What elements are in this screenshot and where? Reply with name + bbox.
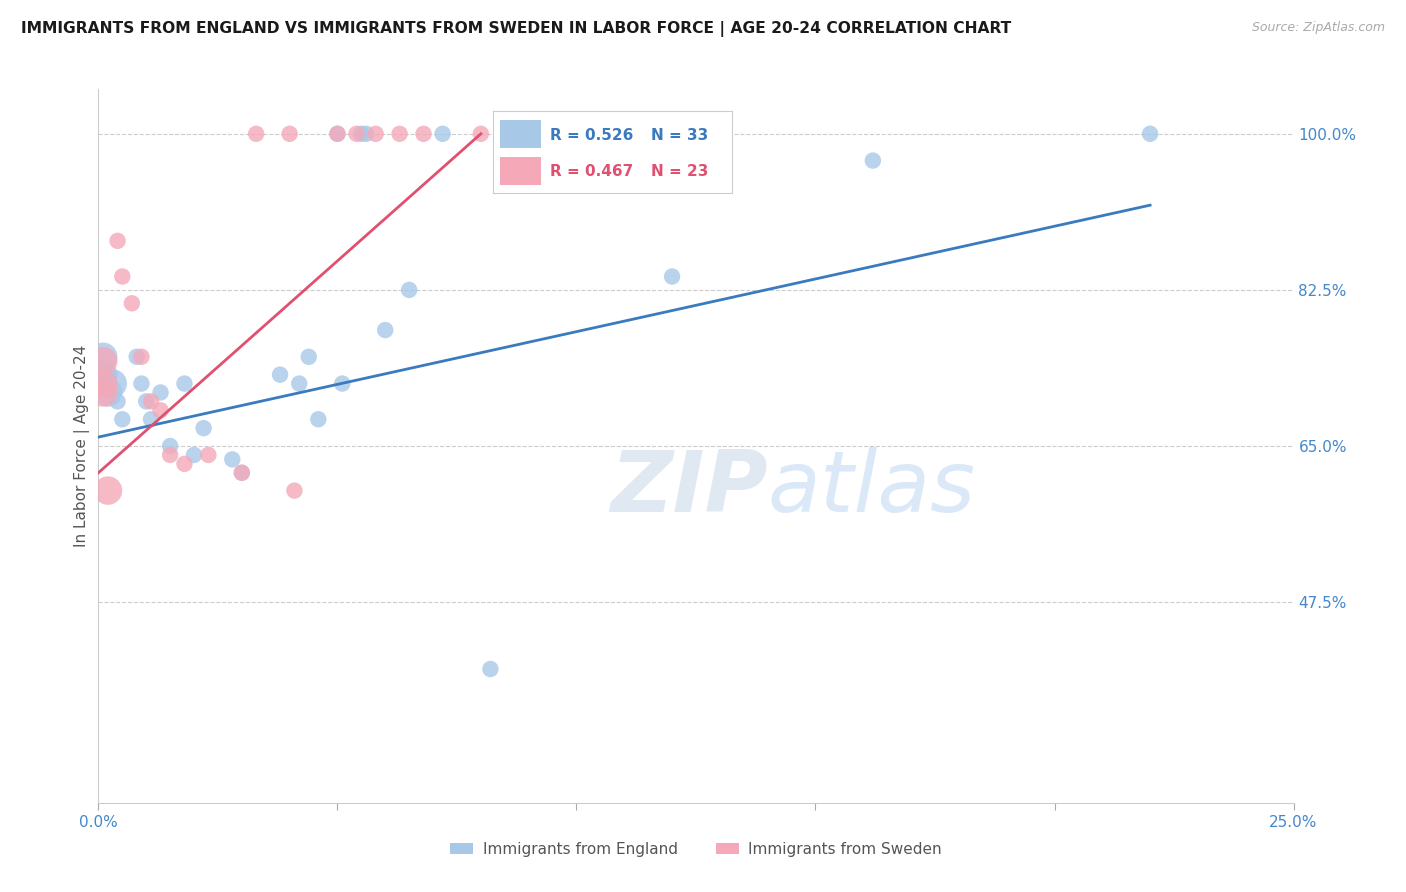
Point <box>107 394 129 409</box>
Point <box>111 269 134 284</box>
Point <box>470 127 492 141</box>
Point <box>97 483 120 498</box>
Point <box>661 269 683 284</box>
Point <box>91 350 114 364</box>
Y-axis label: In Labor Force | Age 20-24: In Labor Force | Age 20-24 <box>75 345 90 547</box>
Point <box>135 394 157 409</box>
Point <box>91 376 114 391</box>
Point <box>245 127 267 141</box>
Point <box>307 412 329 426</box>
Point <box>159 448 181 462</box>
Point <box>326 127 349 141</box>
Point <box>107 234 129 248</box>
Point <box>374 323 396 337</box>
Point <box>91 385 114 400</box>
Point <box>149 403 172 417</box>
Point <box>125 350 148 364</box>
Point <box>139 412 162 426</box>
Point <box>326 127 349 141</box>
Point <box>388 127 411 141</box>
Point <box>283 483 305 498</box>
Point <box>231 466 253 480</box>
Text: atlas: atlas <box>768 447 976 531</box>
Point <box>231 466 253 480</box>
Point <box>173 376 195 391</box>
Point <box>159 439 181 453</box>
Point <box>330 376 353 391</box>
Point <box>101 376 124 391</box>
Text: ZIP: ZIP <box>610 447 768 531</box>
Point <box>278 127 301 141</box>
Legend: Immigrants from England, Immigrants from Sweden: Immigrants from England, Immigrants from… <box>444 836 948 863</box>
Point <box>354 127 377 141</box>
Point <box>121 296 143 310</box>
Point <box>131 350 153 364</box>
Text: IMMIGRANTS FROM ENGLAND VS IMMIGRANTS FROM SWEDEN IN LABOR FORCE | AGE 20-24 COR: IMMIGRANTS FROM ENGLAND VS IMMIGRANTS FR… <box>21 21 1011 37</box>
Point <box>862 153 884 168</box>
Point <box>197 448 219 462</box>
Point <box>269 368 291 382</box>
Point <box>183 448 205 462</box>
Point <box>97 385 120 400</box>
Point <box>288 376 311 391</box>
Text: Source: ZipAtlas.com: Source: ZipAtlas.com <box>1251 21 1385 34</box>
Point <box>91 354 114 368</box>
Point <box>91 376 114 391</box>
Point <box>173 457 195 471</box>
Point <box>149 385 172 400</box>
Point <box>364 127 387 141</box>
Point <box>193 421 215 435</box>
Point <box>221 452 243 467</box>
Point <box>398 283 420 297</box>
Point <box>139 394 162 409</box>
Point <box>298 350 321 364</box>
Point <box>479 662 502 676</box>
Point <box>346 127 368 141</box>
Point <box>432 127 454 141</box>
Point <box>1139 127 1161 141</box>
Point <box>111 412 134 426</box>
Point <box>131 376 153 391</box>
Point <box>350 127 373 141</box>
Point <box>91 368 114 382</box>
Point <box>412 127 434 141</box>
